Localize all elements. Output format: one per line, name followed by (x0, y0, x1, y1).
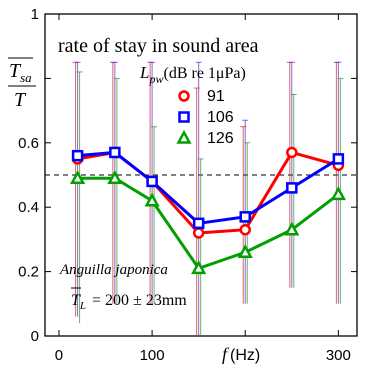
data-point-91 (192, 227, 205, 239)
length-label: TL = 200 ± 23mm (71, 292, 187, 312)
legend-title: Lpw(dB re 1μPa) (139, 63, 246, 86)
data-point-106 (239, 211, 251, 223)
x-axis-label: f (Hz) (222, 344, 260, 364)
legend-label-126: 126 (207, 130, 234, 147)
length-value: = 200 ± 23mm (92, 292, 187, 309)
y-label-numerator: Tsa (9, 60, 32, 85)
x-tick-label: 0 (55, 347, 63, 364)
length-annotation: TL = 200 ± 23mm (71, 287, 187, 312)
legend-label-91: 91 (207, 88, 225, 105)
data-point-106 (286, 182, 298, 194)
data-point-106 (146, 175, 158, 188)
x-label-var: f (222, 344, 230, 364)
y-label-var: T (9, 60, 22, 82)
y-tick-label: 0.2 (18, 264, 39, 281)
y-axis-label: Tsa T (8, 57, 36, 111)
data-point-126 (330, 186, 346, 201)
legend-title-sub: pw (148, 72, 163, 86)
legend-label-106: 106 (207, 109, 234, 126)
data-point-106 (192, 217, 205, 230)
data-point-126 (69, 170, 86, 184)
y-label-sub: sa (20, 70, 32, 85)
legend-marker-106 (178, 111, 190, 123)
data-point-126 (284, 221, 300, 236)
data-point-106 (109, 146, 121, 159)
y-tick-label: 0 (31, 328, 39, 345)
x-label-unit: (Hz) (230, 347, 260, 364)
data-point-126 (107, 170, 123, 184)
chart-title: rate of stay in sound area (58, 35, 259, 57)
length-var: T (71, 292, 81, 309)
legend-title-var: L (139, 63, 149, 82)
y-label-denominator: T (14, 89, 27, 111)
data-point-106 (332, 153, 345, 165)
length-sub: L (79, 300, 86, 312)
data-point-91 (239, 223, 251, 236)
data-point-91 (286, 146, 298, 159)
y-tick-label: 1 (31, 6, 39, 23)
legend-marker-91 (178, 90, 190, 102)
species-annotation: Anguilla japonica (59, 262, 168, 278)
series-group (69, 146, 346, 275)
tick-labels: 0 100 300 0 0.2 0.4 0.6 1 (18, 6, 357, 364)
legend-title-rest: (dB re 1μPa) (163, 65, 245, 82)
x-tick-label: 300 (326, 347, 351, 364)
y-tick-label: 0.4 (18, 199, 39, 216)
legend: Lpw(dB re 1μPa) 91 106 126 (139, 63, 246, 147)
data-point-126 (144, 192, 160, 207)
data-point-126 (237, 244, 253, 259)
data-point-106 (71, 149, 84, 162)
data-point-126 (191, 260, 207, 275)
y-tick-label: 0.6 (18, 135, 39, 152)
legend-marker-126 (176, 129, 192, 144)
legend-items: 91 106 126 (176, 88, 234, 147)
x-tick-label: 100 (140, 347, 165, 364)
